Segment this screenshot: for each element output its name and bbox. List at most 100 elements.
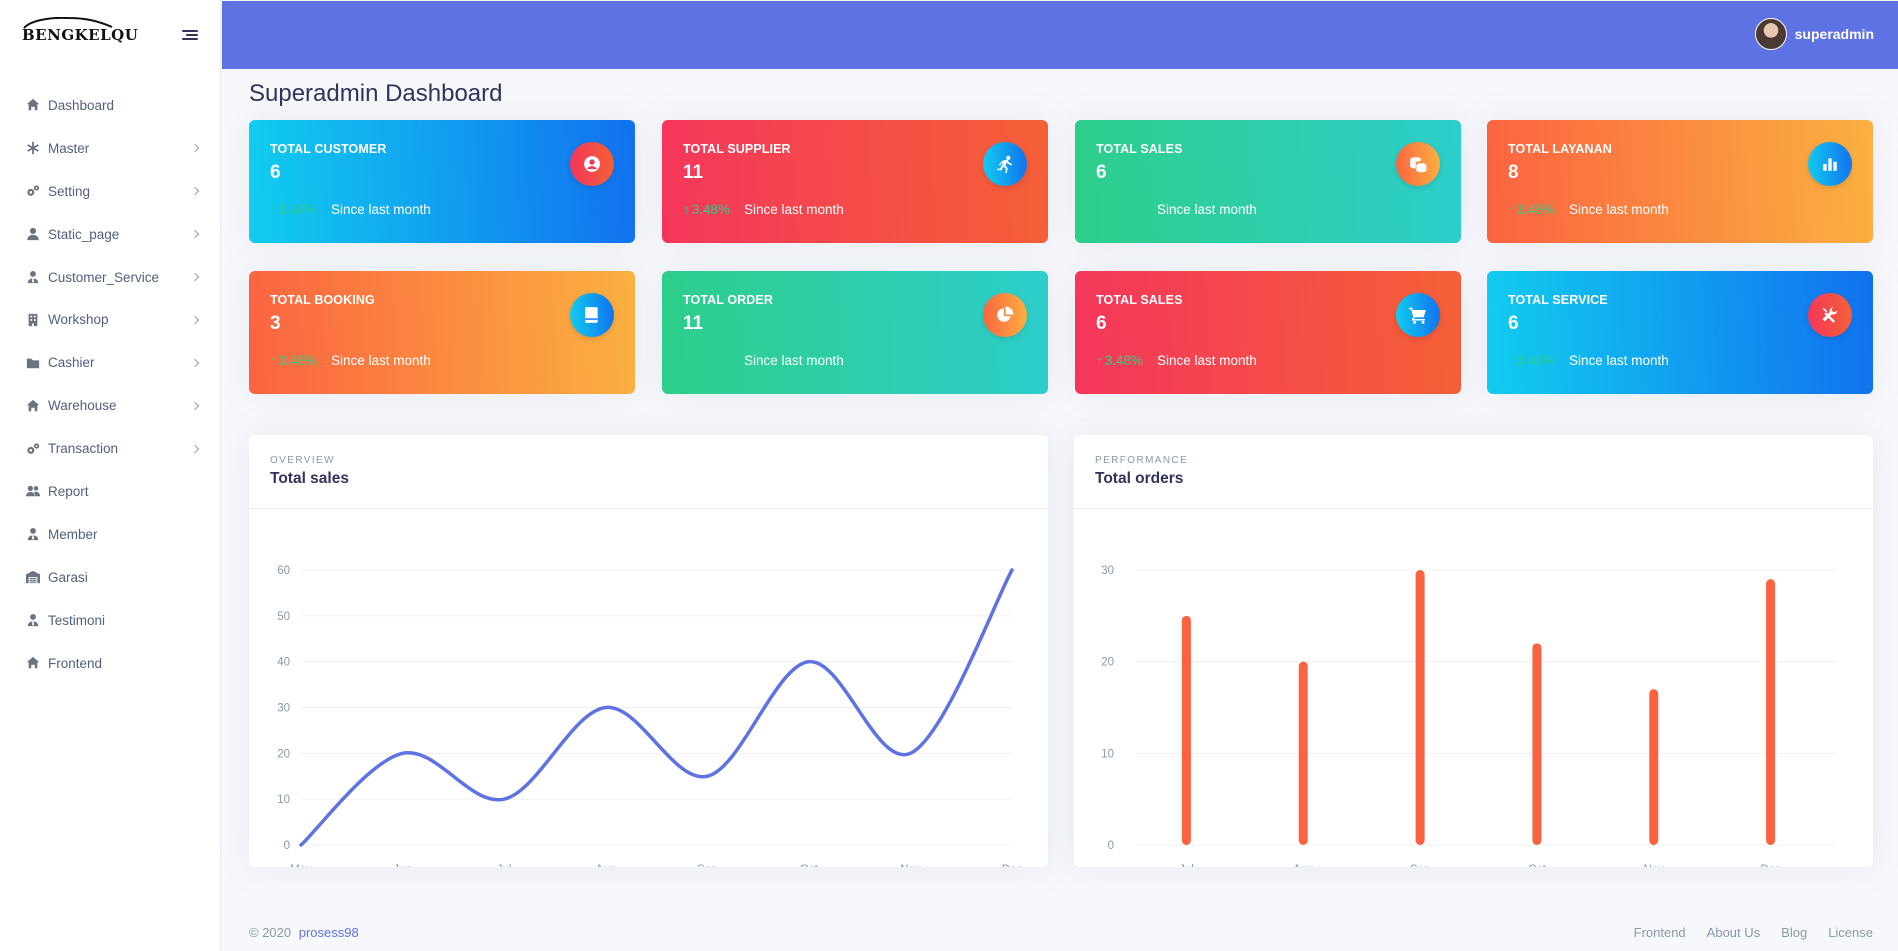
- stat-card-value: 6: [1096, 313, 1107, 334]
- sidebar-item-setting[interactable]: Setting: [0, 170, 220, 213]
- stat-card-since: Since last month: [331, 353, 431, 368]
- stat-card-percent: 3.48%: [1516, 202, 1556, 217]
- sales-series-line: [299, 568, 1014, 847]
- y-tick-label: 10: [1101, 748, 1114, 760]
- footer-links: Frontend About Us Blog License: [1613, 925, 1873, 940]
- stat-card-footer: ↑ 3.48% Since last month: [1508, 202, 1669, 217]
- x-tick-label: Jul: [1179, 864, 1194, 867]
- chevron-right-icon: [190, 186, 200, 196]
- building-icon: [25, 312, 41, 328]
- user-circle-icon: [570, 142, 614, 186]
- brand-logo[interactable]: BENGKELQU: [22, 17, 138, 44]
- user-tie-icon: [25, 526, 41, 542]
- orders-bar: [1181, 615, 1191, 845]
- sales-chart-title: Total sales: [270, 470, 349, 487]
- stat-card-change: ↑ 3.48%: [270, 353, 325, 368]
- sales-chart-overline: Overview: [270, 455, 335, 466]
- coins-icon: [1396, 142, 1440, 186]
- stat-card-since: Since last month: [744, 353, 844, 368]
- author-link[interactable]: prosess98: [298, 925, 359, 940]
- user-tie-icon: [25, 612, 41, 628]
- stat-card-change: ↑ 3.48%: [270, 202, 325, 217]
- stat-card-total-service: Total Service 6 ↑ 3.48% Since last month: [1487, 271, 1873, 394]
- chevron-right-icon: [190, 401, 200, 410]
- sidebar-item-customer-service[interactable]: Customer_Service: [0, 256, 220, 299]
- stat-card-total-supplier: Total Supplier 11 ↑ 3.48% Since last month: [662, 120, 1048, 243]
- sidebar-item-garasi[interactable]: Garasi: [0, 556, 220, 599]
- orders-chart-overline: Performance: [1095, 455, 1189, 466]
- arrow-up-icon: ↑: [1508, 353, 1515, 368]
- footer-link-about-us[interactable]: About Us: [1706, 925, 1761, 940]
- stat-card-footer: Since last month: [683, 353, 844, 368]
- orders-bar-chart: 0 10 20 30 Jul Aug Sep Oct Nov Dec: [1101, 565, 1837, 867]
- sidebar-item-transaction[interactable]: Transaction: [0, 427, 220, 470]
- footer-link-blog[interactable]: Blog: [1781, 925, 1808, 940]
- stat-card-value: 6: [270, 162, 281, 183]
- sidebar-item-label: Warehouse: [48, 398, 117, 414]
- sidebar: BENGKELQU Dashboard Master Setting Static_p…: [0, 0, 221, 951]
- sidebar-item-frontend[interactable]: Frontend: [0, 642, 220, 685]
- stat-card-title: Total Sales: [1096, 293, 1183, 307]
- user-tie-icon: [25, 269, 41, 285]
- cart-icon: [1396, 293, 1440, 337]
- sidebar-item-warehouse[interactable]: Warehouse: [0, 384, 220, 427]
- stat-card-footer: ↑ 3.48% Since last month: [1096, 353, 1257, 368]
- stat-card-value: 11: [683, 313, 704, 334]
- gears-icon: [25, 183, 41, 199]
- home-icon: [25, 655, 41, 671]
- footer-link-license[interactable]: License: [1828, 925, 1873, 940]
- stat-card-value: 3: [270, 313, 281, 334]
- sidebar-item-label: Setting: [48, 183, 91, 199]
- stat-card-since: Since last month: [1569, 353, 1669, 368]
- sidebar-toggle-button[interactable]: [182, 30, 198, 42]
- stat-card-title: Total Booking: [270, 293, 375, 307]
- topbar: superadmin: [222, 1, 1898, 69]
- chevron-right-icon: [190, 272, 200, 282]
- stat-card-title: Total Sales: [1096, 142, 1183, 156]
- y-tick-label: 0: [284, 840, 290, 852]
- sidebar-item-workshop[interactable]: Workshop: [0, 298, 220, 341]
- orders-bar: [1298, 661, 1308, 845]
- home-icon: [25, 398, 41, 414]
- stat-card-change: ↑ 3.48%: [1096, 353, 1151, 368]
- avatar: [1754, 18, 1787, 50]
- orders-bar: [1415, 570, 1425, 845]
- sidebar-item-member[interactable]: Member: [0, 513, 220, 556]
- sidebar-item-master[interactable]: Master: [0, 127, 220, 170]
- sidebar-item-report[interactable]: Report: [0, 470, 220, 513]
- stat-card-change: ↑ 3.48%: [683, 202, 738, 217]
- copyright: © 2020: [249, 925, 292, 940]
- sidebar-item-static-page[interactable]: Static_page: [0, 213, 220, 256]
- sales-chart-card: Overview Total sales 0 10 20 30 40 50 60 May Jun…: [249, 435, 1048, 867]
- chevron-right-icon: [190, 229, 200, 239]
- car-silhouette-icon: [23, 17, 113, 29]
- sidebar-item-label: Transaction: [48, 441, 119, 457]
- arrow-up-icon: ↑: [683, 202, 690, 217]
- user-menu[interactable]: superadmin: [1754, 18, 1874, 50]
- x-tick-label: Dec: [1760, 864, 1781, 867]
- stat-card-footer: ↑ 3.48% Since last month: [683, 202, 844, 217]
- sidebar-item-dashboard[interactable]: Dashboard: [0, 84, 220, 127]
- sidebar-item-cashier[interactable]: Cashier: [0, 341, 220, 384]
- stat-card-since: Since last month: [331, 202, 431, 217]
- stat-card-since: Since last month: [1157, 202, 1257, 217]
- orders-bar: [1532, 643, 1542, 845]
- warehouse-icon: [25, 569, 41, 585]
- stat-card-since: Since last month: [744, 202, 844, 217]
- arrow-up-icon: ↑: [1096, 353, 1103, 368]
- stat-card-since: Since last month: [1157, 353, 1257, 368]
- x-tick-label: May: [290, 864, 312, 867]
- y-tick-label: 30: [1101, 565, 1114, 577]
- sidebar-item-label: Cashier: [48, 355, 95, 371]
- stat-card-value: 6: [1096, 162, 1107, 183]
- sidebar-item-label: Member: [48, 526, 98, 542]
- user-name: superadmin: [1794, 26, 1874, 42]
- sidebar-item-label: Workshop: [48, 312, 109, 328]
- stat-card-percent: 3.48%: [278, 202, 318, 217]
- sidebar-item-testimoni[interactable]: Testimoni: [0, 599, 220, 642]
- stat-card-percent: 3.48%: [1516, 353, 1556, 368]
- stat-card-title: Total Layanan: [1508, 142, 1612, 156]
- user-icon: [25, 226, 41, 242]
- y-tick-label: 60: [277, 565, 290, 577]
- footer-link-frontend[interactable]: Frontend: [1633, 925, 1686, 940]
